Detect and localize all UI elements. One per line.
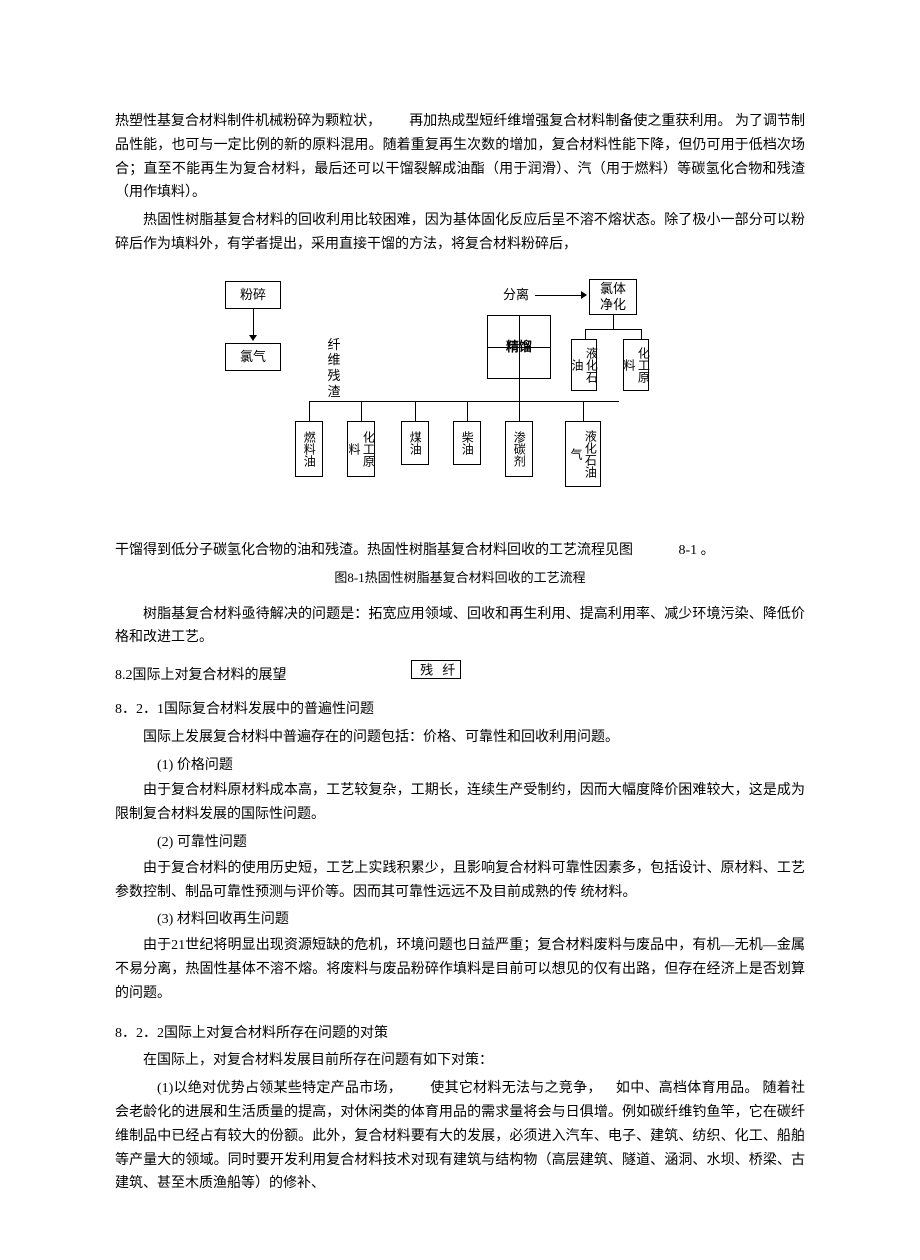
fig-ref-8-1: 8-1 。: [679, 539, 715, 563]
section-8-2-1-title: 8．2．1国际复合材料发展中的普遍性问题: [115, 698, 805, 722]
section-8-2-2-intro: 在国际上，对复合材料发展目前所存在问题有如下对策：: [115, 1049, 805, 1073]
item-3-body: 由于21世纪将明显出现资源短缺的危机，环境问题也日益严重；复合材料废料与废品中，…: [115, 934, 805, 1005]
paragraph-2: 热固性树脂基复合材料的回收利用比较困难，因为基体固化反应后呈不溶不熔状态。除了极…: [115, 209, 805, 257]
paragraph-3: 干馏得到低分子碳氢化合物的油和残渣。热固性树脂基复合材料回收的工艺流程见图 8-…: [115, 539, 805, 563]
flow-box-lvqi: 氯气: [225, 343, 281, 371]
p1-part-a: 热塑性基复合材料制件机械粉碎为颗粒状，: [115, 114, 381, 129]
flow-text-fiber-residue: 纤 维 残 渣: [325, 337, 343, 399]
flow-box-huagong-yuanliao-1: 化工原料: [623, 339, 649, 391]
item-3-title: (3) 材料回收再生问题: [157, 908, 805, 932]
c1-part-a: (1)以绝对优势占领某些特定产品市场，: [157, 1081, 402, 1096]
flow-box-yehua-shiyouqi: 液化石油气: [565, 421, 601, 487]
p3-part-a: 干馏得到低分子碳氢化合物的油和残渣。热固性树脂基复合材料回收的工艺流程见图: [115, 543, 633, 558]
document-page: 热塑性基复合材料制件机械粉碎为颗粒状， 再加热成型短纤维增强复合材料制备使之重获利…: [0, 0, 920, 1260]
c1-part-b: 使其它材料无法与之竞争，: [430, 1081, 602, 1096]
flow-box-shentouji: 渗碳剂: [505, 421, 533, 477]
c1-body: 随着社会老龄化的进展和生活质量的提高，对休闲类的体育用品的需求量将会与日俱增。例…: [115, 1081, 805, 1191]
section-8-2-2-title: 8．2．2国际上对复合材料所存在问题的对策: [115, 1022, 805, 1046]
item-2-body: 由于复合材料的使用历史短，工艺上实践积累少，且影响复合材料可靠性因素多，包括设计…: [115, 857, 805, 905]
flow-box-chaiyou: 柴油: [453, 421, 481, 465]
flowchart-figure-8-1: 粉碎 氯气 纤 维 残 渣 分离 氯体 净化 精馏 液化石油 化工原料: [115, 275, 805, 535]
countermeasure-1: (1)以绝对优势占领某些特定产品市场， 使其它材料无法与之竞争， 如中、高档体育用品…: [115, 1077, 805, 1196]
flow-text-fenli: 分离: [503, 287, 529, 303]
item-1-body: 由于复合材料原材料成本高，工艺较复杂，工期长，连续生产受制约，因而大幅度降价困难…: [115, 779, 805, 827]
floating-text-xiancan: 纤 残: [411, 660, 461, 679]
figure-caption-8-1: 图8-1热固性树脂基复合材料回收的工艺流程: [115, 567, 805, 589]
flow-box-fensui: 粉碎: [225, 281, 281, 309]
flow-box-huagong-yuanliao-2: 化工原料: [347, 421, 375, 477]
section-8-2-1-intro: 国际上发展复合材料中普遍存在的问题包括：价格、可靠性和回收利用问题。: [115, 726, 805, 750]
item-2-title: (2) 可靠性问题: [157, 831, 805, 855]
flow-box-gas-purify: 氯体 净化: [589, 279, 637, 315]
c1-part-c: 如中、高档体育用品。: [616, 1081, 759, 1096]
item-1-title: (1) 价格问题: [157, 754, 805, 778]
paragraph-1: 热塑性基复合材料制件机械粉碎为颗粒状， 再加热成型短纤维增强复合材料制备使之重获利…: [115, 110, 805, 205]
p1-part-b: 再加热成型短纤维增强复合材料制备使之重获利用。: [409, 114, 731, 129]
flow-box-yehua-shiyou-1: 液化石油: [571, 339, 597, 391]
flow-box-ranliaoyou: 燃料油: [295, 421, 323, 477]
flow-box-meiyou: 煤油: [401, 421, 429, 465]
paragraph-4: 树脂基复合材料亟待解决的问题是：拓宽应用领域、回收和再生利用、提高利用率、减少环…: [115, 603, 805, 651]
